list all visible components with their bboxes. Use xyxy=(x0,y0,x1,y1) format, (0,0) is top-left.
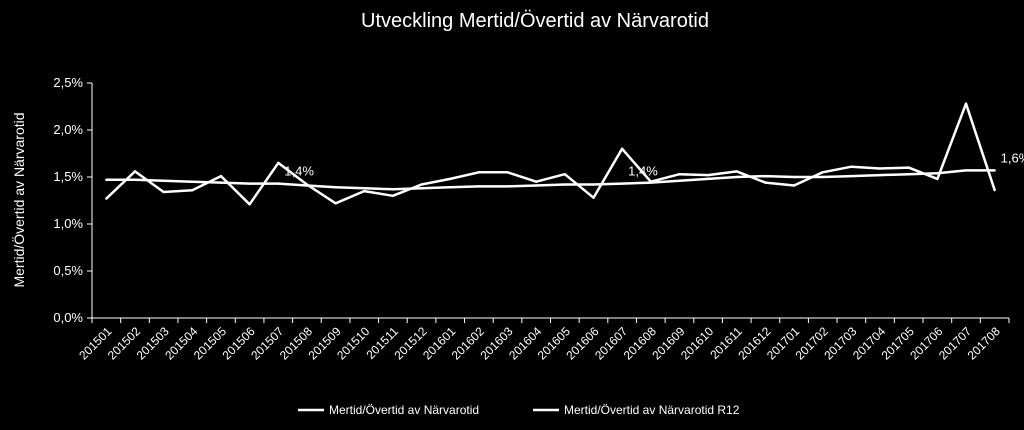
data-point xyxy=(391,194,395,197)
series-line-1 xyxy=(105,102,996,206)
data-point xyxy=(277,182,280,185)
y-tick-label: 0,0% xyxy=(53,310,83,325)
plot-area: 0,0%0,5%1,0%1,5%2,0%2,5%2015012015022015… xyxy=(53,75,1024,362)
data-point xyxy=(792,175,796,179)
legend: Mertid/Övertid av Närvarotid Mertid/Övert… xyxy=(298,403,740,417)
data-point xyxy=(105,197,108,200)
chart-title: Utveckling Mertid/Övertid av Närvarotid xyxy=(361,10,709,32)
data-point xyxy=(592,183,595,186)
data-point xyxy=(277,161,280,165)
data-label: 1,4% xyxy=(628,164,658,179)
data-point xyxy=(133,178,137,182)
data-point xyxy=(219,174,223,178)
legend-label-1: Mertid/Övertid av Närvarotid xyxy=(329,403,479,417)
data-point xyxy=(792,184,796,187)
data-point xyxy=(363,189,366,193)
data-point xyxy=(878,173,882,177)
data-label: 1,4% xyxy=(284,164,314,179)
data-point xyxy=(964,102,968,105)
y-tick-label: 0,5% xyxy=(53,263,83,278)
data-point xyxy=(993,188,996,192)
data-point xyxy=(706,177,710,181)
data-point xyxy=(506,171,509,174)
series-line-2 xyxy=(106,169,995,191)
data-point xyxy=(133,170,137,173)
data-point xyxy=(248,182,251,185)
y-tick-label: 1,0% xyxy=(53,216,83,231)
data-point xyxy=(534,184,538,187)
data-point xyxy=(850,174,853,178)
data-point xyxy=(420,183,423,186)
data-point xyxy=(850,165,853,168)
data-point xyxy=(449,177,452,181)
data-point xyxy=(334,202,337,205)
data-point xyxy=(735,170,738,173)
data-point xyxy=(420,187,423,190)
data-point xyxy=(563,183,567,186)
data-point xyxy=(620,182,624,185)
data-point xyxy=(678,172,681,176)
data-point xyxy=(391,188,395,191)
data-point xyxy=(534,180,538,183)
data-point xyxy=(821,171,824,174)
data-point xyxy=(334,186,337,189)
y-tick-label: 2,0% xyxy=(53,122,83,137)
data-point xyxy=(162,190,165,194)
data-point xyxy=(993,169,996,172)
data-point xyxy=(563,172,567,176)
data-point xyxy=(477,171,481,174)
data-point xyxy=(248,203,251,206)
data-point xyxy=(162,179,165,182)
data-point xyxy=(219,181,223,184)
data-point xyxy=(449,186,452,189)
data-point xyxy=(506,185,509,188)
data-point xyxy=(678,179,681,182)
data-point xyxy=(821,175,824,179)
x-tick-label: 201708 xyxy=(965,324,1003,362)
data-point xyxy=(907,172,910,176)
data-point xyxy=(936,172,939,175)
data-point xyxy=(878,167,882,170)
data-point xyxy=(105,178,108,182)
data-point xyxy=(305,184,309,187)
data-point xyxy=(706,173,710,177)
data-point xyxy=(592,196,595,199)
data-point xyxy=(764,174,767,178)
y-tick-label: 2,5% xyxy=(53,75,83,90)
data-point xyxy=(907,166,910,169)
y-tick-label: 1,5% xyxy=(53,169,83,184)
data-label: 1,6% xyxy=(1001,150,1024,165)
data-point xyxy=(649,181,652,184)
data-point xyxy=(764,181,767,184)
data-point xyxy=(363,187,366,190)
data-point xyxy=(936,177,939,181)
data-point xyxy=(191,180,194,183)
data-point xyxy=(735,175,738,179)
data-point xyxy=(620,147,624,150)
legend-label-2: Mertid/Övertid av Närvarotid R12 xyxy=(564,403,740,417)
data-point xyxy=(964,169,968,172)
data-point xyxy=(477,185,481,188)
data-point xyxy=(191,188,194,192)
y-axis-label: Mertid/Övertid av Närvarotid xyxy=(10,112,27,287)
